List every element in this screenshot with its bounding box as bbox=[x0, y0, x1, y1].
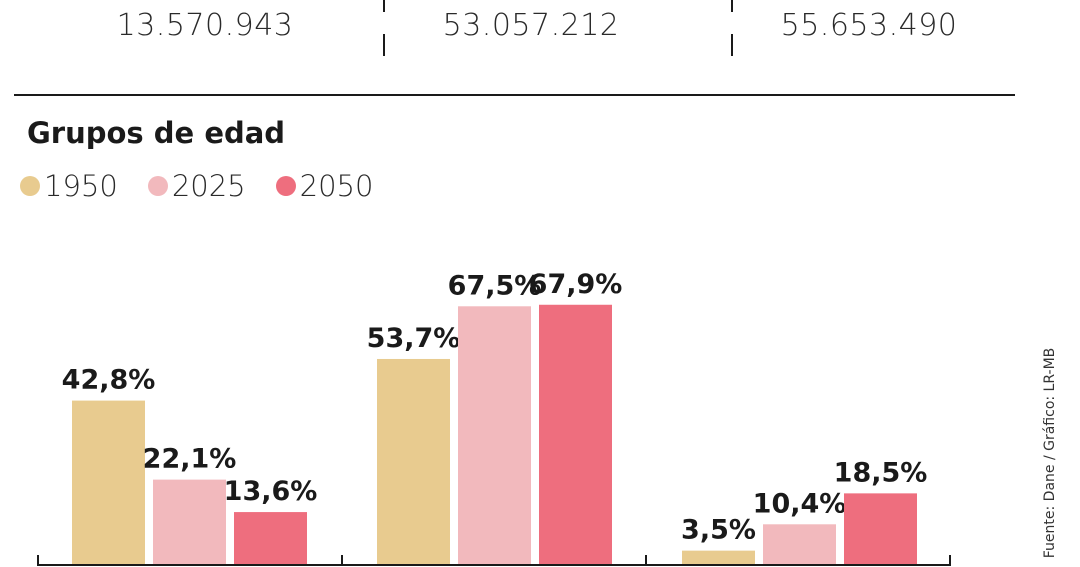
legend-label-2050: 2050 bbox=[299, 169, 374, 203]
legend-label-1950: 1950 bbox=[44, 169, 118, 203]
chart-legend: 1950 2025 2050 bbox=[20, 168, 403, 204]
data-label-2050-group-2: 67,9% bbox=[529, 269, 623, 300]
data-label-2025-group-3: 10,4% bbox=[753, 488, 847, 519]
data-label-2050-group-3: 18,5% bbox=[834, 457, 928, 488]
section-divider bbox=[14, 94, 1015, 96]
bar-2025-group-3 bbox=[763, 524, 836, 564]
source-text: Fuente: Dane / Gráfico: LR-MB bbox=[1042, 347, 1058, 558]
bar-1950-group-1 bbox=[72, 400, 145, 564]
chart-title: Grupos de edad bbox=[27, 116, 286, 150]
total-separator bbox=[383, 34, 385, 56]
legend-swatch-1950 bbox=[20, 176, 40, 196]
source-note: Fuente: Dane / Gráfico: LR-MB bbox=[1040, 345, 1060, 560]
data-label-2025-group-2: 67,5% bbox=[448, 270, 542, 301]
bar-2050-group-1 bbox=[234, 512, 307, 564]
total-value-3: 55.653.490 bbox=[780, 8, 958, 43]
total-separator bbox=[383, 0, 385, 12]
bar-1950-group-2 bbox=[377, 358, 450, 564]
legend-item-1950: 1950 bbox=[20, 169, 118, 203]
data-label-1950-group-2: 53,7% bbox=[367, 323, 461, 354]
bar-2050-group-3 bbox=[844, 493, 917, 564]
total-value-2: 53.057.212 bbox=[442, 8, 620, 43]
legend-item-2050: 2050 bbox=[275, 169, 374, 203]
data-label-1950-group-3: 3,5% bbox=[681, 515, 756, 546]
total-separator bbox=[731, 0, 733, 12]
legend-swatch-2050 bbox=[275, 176, 296, 196]
legend-swatch-2025 bbox=[147, 176, 168, 196]
bar-2025-group-1 bbox=[153, 479, 226, 564]
total-value-1: 13.570.943 bbox=[116, 8, 294, 43]
legend-label-2025: 2025 bbox=[171, 169, 246, 203]
data-label-2050-group-1: 13,6% bbox=[224, 476, 318, 507]
data-label-1950-group-1: 42,8% bbox=[62, 365, 156, 396]
bar-1950-group-3 bbox=[682, 550, 755, 564]
legend-item-2025: 2025 bbox=[147, 169, 246, 203]
bar-2050-group-2 bbox=[539, 304, 612, 564]
total-separator bbox=[731, 34, 733, 56]
bar-2025-group-2 bbox=[458, 306, 531, 564]
totals-row: 13.570.943 53.057.212 55.653.490 bbox=[0, 0, 1080, 60]
data-label-2025-group-1: 22,1% bbox=[143, 444, 237, 475]
